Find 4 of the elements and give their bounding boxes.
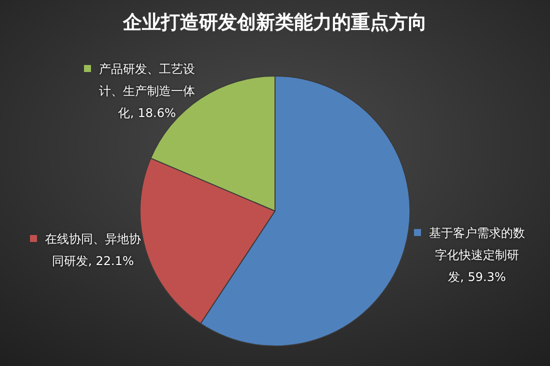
legend-label: 在线协同、异地协同研发, 22.1%: [44, 231, 142, 270]
legend-label: 产品研发、工艺设计、生产制造一体化, 18.6%: [98, 61, 196, 122]
slice-label: 基于客户需求的数字化快速定制研发, 59.3%: [428, 225, 526, 286]
chart-title: 企业打造研发创新类能力的重点方向: [122, 12, 427, 34]
